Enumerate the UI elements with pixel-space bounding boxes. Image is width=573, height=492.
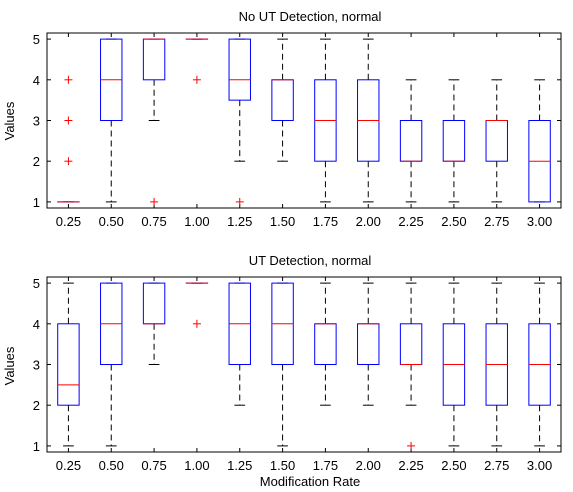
- box-iqr: [399, 120, 423, 162]
- outlier-marker: [150, 197, 159, 206]
- box-iqr: [485, 120, 508, 162]
- box-1.50: [271, 38, 294, 162]
- x-tick-label: 0.25: [56, 458, 81, 473]
- x-tick-label: 2.75: [484, 458, 509, 473]
- y-tick-label: 3: [33, 358, 40, 373]
- x-tick-label: 1.00: [184, 214, 209, 229]
- box-0.25: [57, 282, 80, 447]
- box-1.00: [185, 38, 209, 84]
- x-tick-label: 1.25: [227, 458, 252, 473]
- box-0.50: [100, 282, 123, 447]
- box-1.25: [228, 38, 251, 206]
- y-tick-label: 3: [33, 114, 40, 129]
- x-tick-label: 2.75: [484, 214, 509, 229]
- y-tick-label: 4: [33, 73, 40, 88]
- y-axis-label: Values: [2, 346, 17, 385]
- plot-area: 1 2 3 4 5 0.25 0.50 0.75 1.00 1.25 1.50 1.75 2.00 2.2…: [33, 276, 562, 473]
- box-3.00: [528, 79, 551, 203]
- box-2.25: [399, 79, 423, 203]
- outlier-marker: [407, 441, 416, 450]
- x-tick-label: 2.00: [356, 214, 381, 229]
- box-1.75: [314, 38, 337, 203]
- outlier-marker: [192, 75, 201, 84]
- x-tick-label: 0.50: [99, 458, 124, 473]
- y-tick-label: 5: [33, 276, 40, 291]
- x-tick-label: 1.00: [184, 458, 209, 473]
- box-1.25: [228, 282, 251, 406]
- x-axis-label: Modification Rate: [260, 474, 360, 489]
- box-iqr: [357, 323, 380, 366]
- outlier-marker: [64, 157, 73, 166]
- box-3.00: [528, 282, 551, 447]
- x-tick-label: 0.75: [141, 458, 166, 473]
- box-iqr: [271, 79, 294, 121]
- x-tick-label: 0.75: [141, 214, 166, 229]
- box-2.75: [485, 79, 508, 203]
- outlier-marker: [235, 197, 244, 206]
- x-tick-label: 2.25: [398, 214, 423, 229]
- box-1.75: [314, 282, 337, 406]
- outlier-marker: [64, 116, 73, 125]
- y-tick-label: 2: [33, 398, 40, 413]
- x-tick-label: 2.50: [441, 458, 466, 473]
- box-1.50: [271, 282, 294, 447]
- x-tick-label: 2.50: [441, 214, 466, 229]
- x-tick-label: 1.75: [313, 458, 338, 473]
- x-tick-label: 2.00: [356, 458, 381, 473]
- box-1.00: [185, 282, 209, 328]
- plot-frame: [46, 276, 562, 453]
- outlier-marker: [192, 319, 201, 328]
- y-tick-label: 1: [33, 195, 40, 210]
- box-0.25: [57, 75, 80, 203]
- box-iqr: [228, 38, 251, 101]
- outlier-marker: [64, 75, 73, 84]
- y-tick-label: 2: [33, 154, 40, 169]
- x-tick-label: 0.25: [56, 214, 81, 229]
- x-tick-label: 3.00: [527, 214, 552, 229]
- box-0.75: [142, 282, 166, 365]
- plot-area: 1 2 3 4 5 0.25 0.50 0.75 1.00 1.25 1.50 1.75 2.00 2.2…: [33, 32, 562, 229]
- x-tick-label: 0.50: [99, 214, 124, 229]
- box-2.00: [357, 38, 380, 203]
- box-2.00: [357, 282, 380, 406]
- box-iqr: [57, 323, 80, 406]
- chart-title: UT Detection, normal: [249, 253, 372, 268]
- box-iqr: [314, 323, 337, 366]
- box-iqr: [399, 323, 423, 366]
- box-2.25: [399, 282, 423, 450]
- box-2.50: [442, 79, 466, 203]
- y-tick-label: 1: [33, 439, 40, 454]
- x-tick-label: 1.50: [270, 214, 295, 229]
- x-tick-label: 1.25: [227, 214, 252, 229]
- chart-title: No UT Detection, normal: [239, 9, 382, 24]
- box-iqr: [142, 282, 166, 325]
- x-tick-label: 1.75: [313, 214, 338, 229]
- box-iqr: [142, 38, 166, 81]
- x-tick-label: 1.50: [270, 458, 295, 473]
- x-tick-label: 2.25: [398, 458, 423, 473]
- y-tick-label: 5: [33, 32, 40, 47]
- x-tick-label: 3.00: [527, 458, 552, 473]
- box-iqr: [442, 120, 466, 162]
- y-axis-label: Values: [2, 101, 17, 140]
- panel-top: No UT Detection, normal Values 1 2 3 4 5 0.25…: [2, 9, 562, 229]
- panel-bottom: UT Detection, normal Values Modification…: [2, 253, 562, 489]
- box-2.50: [442, 282, 466, 447]
- box-0.50: [100, 38, 123, 203]
- box-2.75: [485, 282, 508, 447]
- plot-frame: [46, 32, 562, 209]
- box-0.75: [142, 38, 166, 206]
- y-tick-label: 4: [33, 317, 40, 332]
